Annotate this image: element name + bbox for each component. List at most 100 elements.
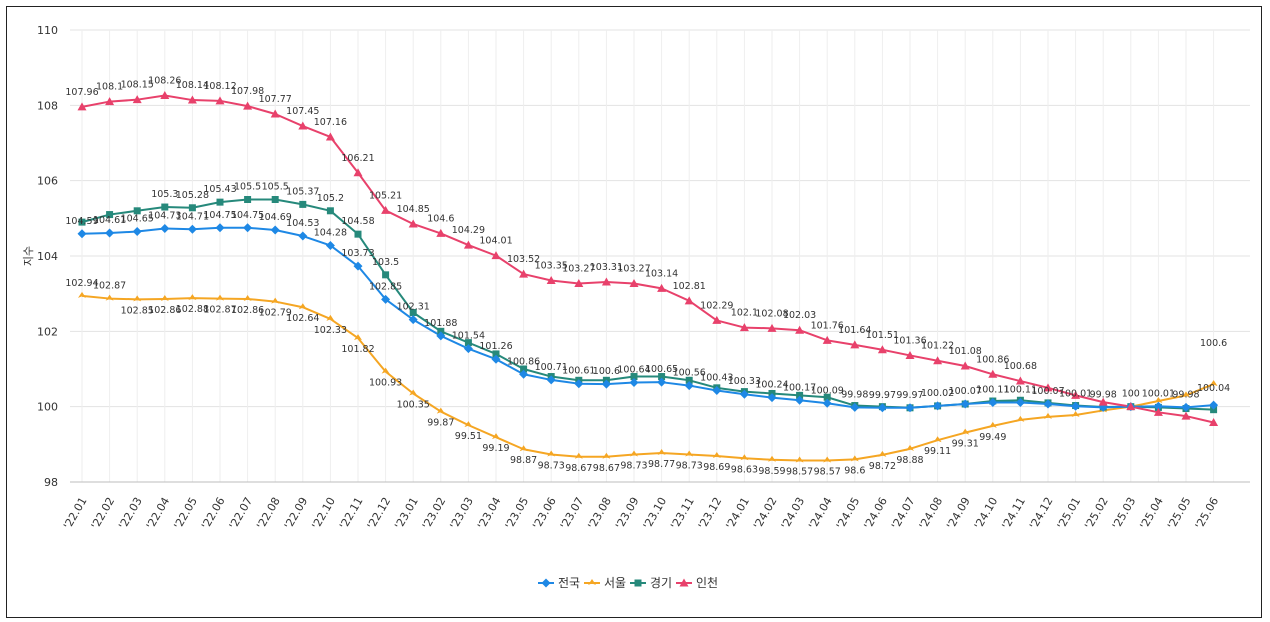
data-label-인천: 101.22 [921, 341, 954, 352]
x-tick-label: '23.10 [641, 495, 670, 531]
marker-인천 [850, 340, 860, 349]
x-tick-label: '23.06 [530, 495, 559, 531]
marker-전국 [546, 375, 556, 385]
marker-전국 [795, 395, 805, 405]
data-label-전국: 102.85 [369, 281, 402, 292]
x-tick-label: '23.01 [392, 495, 421, 531]
marker-경기 [106, 211, 114, 219]
marker-전국 [1181, 402, 1191, 412]
marker-전국 [767, 393, 777, 403]
marker-인천 [1209, 417, 1219, 426]
marker-서울 [685, 450, 694, 457]
marker-서울 [547, 450, 556, 457]
x-tick-label: '23.07 [558, 495, 587, 531]
x-tick-label: '24.10 [972, 495, 1001, 531]
marker-경기 [78, 218, 86, 226]
marker-서울 [768, 455, 776, 462]
x-tick-label: '24.07 [889, 495, 918, 531]
marker-서울 [1071, 410, 1080, 417]
marker-전국 [132, 227, 142, 237]
y-axis-ticks: 98 100 102 104 106 108 110 [37, 24, 58, 489]
marker-인천 [243, 101, 253, 110]
marker-인천 [601, 277, 611, 286]
data-label-서울: 98.87 [510, 455, 537, 466]
marker-전국 [1015, 398, 1025, 408]
x-tick-label: '25.03 [1110, 495, 1139, 531]
data-label-서울: 99.11 [924, 446, 951, 457]
data-label-전국: 104.71 [176, 211, 209, 222]
marker-경기 [271, 196, 279, 203]
marker-전국 [243, 223, 253, 233]
marker-인천 [960, 361, 970, 370]
marker-서울 [933, 436, 942, 443]
data-label-인천: 103.31 [590, 262, 623, 273]
marker-경기 [244, 196, 252, 203]
x-tick-label: '23.11 [668, 495, 697, 531]
marker-경기 [492, 350, 500, 358]
marker-인천 [436, 228, 446, 237]
marker-전국 [739, 389, 749, 399]
marker-경기 [658, 373, 666, 381]
legend-label-전국: 전국 [558, 576, 580, 590]
data-label-인천: 100.86 [976, 354, 1009, 365]
marker-인천 [325, 132, 335, 141]
series-markers [77, 91, 1219, 463]
data-label-전국: 100.17 [783, 382, 816, 393]
marker-전국 [436, 331, 446, 341]
marker-인천 [381, 205, 391, 214]
series-line-전국 [81, 226, 1214, 409]
x-tick-label: '24.11 [999, 495, 1028, 531]
data-label-서울: 98.69 [703, 462, 730, 473]
data-label-전국: 100.43 [700, 372, 733, 383]
marker-서울 [1182, 391, 1190, 398]
marker-인천 [684, 296, 694, 305]
data-label-전국: 100.64 [617, 365, 650, 376]
marker-경기 [188, 204, 196, 212]
y-tick-label: 102 [37, 325, 58, 338]
x-tick-label: '24.08 [917, 495, 946, 531]
data-label-인천: 104.01 [479, 236, 512, 247]
series-line-경기 [81, 198, 1214, 411]
data-label-인천: 107.45 [286, 106, 319, 117]
marker-전국 [1071, 401, 1081, 411]
marker-인천 [1071, 390, 1081, 399]
x-tick-label: '23.12 [696, 495, 725, 531]
data-label-전국: 99.98 [1090, 389, 1117, 400]
marker-서울 [105, 294, 114, 301]
marker-서울 [216, 294, 224, 301]
x-tick-label: '23.02 [420, 495, 449, 531]
data-label-전국: 100.86 [507, 356, 540, 367]
data-label-전국: 100.11 [1004, 385, 1037, 396]
marker-전국 [601, 379, 611, 389]
marker-인천 [1015, 376, 1025, 385]
data-label-전국: 100.65 [645, 364, 678, 375]
marker-전국 [1153, 401, 1163, 411]
data-label-인천: 108.12 [203, 81, 236, 92]
data-label-전국: 101.26 [479, 341, 512, 352]
x-tick-label: '23.05 [503, 495, 532, 531]
data-label-전국: 100.56 [673, 368, 706, 379]
marker-경기 [299, 200, 307, 208]
x-tick-label: '25.05 [1165, 495, 1194, 531]
data-label-경기: 105.37 [286, 186, 319, 197]
x-tick-label: '22.11 [337, 495, 366, 531]
marker-전국 [408, 315, 418, 325]
x-tick-label: '22.06 [199, 495, 228, 531]
data-label-인천: 102.1 [731, 308, 758, 319]
x-tick-label: '23.09 [613, 495, 642, 531]
marker-서울 [354, 334, 362, 341]
data-label-인천: 102.03 [783, 310, 816, 321]
marker-서울 [133, 295, 142, 302]
marker-전국 [1209, 400, 1219, 410]
data-label-서울: 102.64 [286, 313, 319, 324]
x-axis-ticks: '22.01'22.02'22.03'22.04'22.05'22.06'22.… [61, 495, 1221, 531]
x-tick-label: '24.12 [1027, 495, 1056, 531]
data-label-전국: 102.31 [397, 302, 430, 313]
marker-전국 [215, 223, 225, 233]
x-tick-label: '22.01 [61, 495, 90, 531]
data-label-경기: 105.5 [262, 182, 289, 193]
data-label-경기: 104.58 [341, 216, 374, 227]
marker-인천 [77, 102, 87, 111]
x-tick-label: '24.06 [861, 495, 890, 531]
x-tick-label: '22.09 [282, 495, 311, 531]
